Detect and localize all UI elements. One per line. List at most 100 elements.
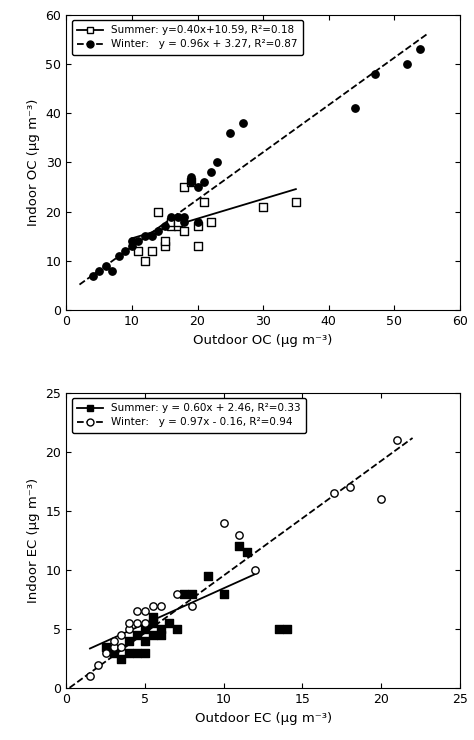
Point	[181, 588, 188, 599]
Point	[181, 211, 188, 223]
Point	[194, 181, 201, 193]
Point	[393, 434, 401, 446]
Point	[149, 617, 157, 629]
Point	[126, 617, 133, 629]
Point	[115, 250, 123, 262]
Point	[133, 647, 141, 659]
Point	[200, 176, 208, 188]
Y-axis label: Indoor OC (μg m⁻³): Indoor OC (μg m⁻³)	[27, 98, 40, 226]
Point	[102, 641, 109, 653]
Point	[346, 482, 354, 494]
Point	[149, 599, 157, 611]
Point	[189, 588, 196, 599]
Point	[141, 617, 149, 629]
Point	[126, 623, 133, 635]
Point	[194, 215, 201, 227]
Point	[126, 647, 133, 659]
Point	[89, 270, 96, 282]
Point	[110, 635, 118, 647]
Point	[95, 265, 103, 277]
Point	[167, 221, 175, 232]
Point	[417, 44, 424, 56]
Point	[207, 166, 214, 178]
Point	[283, 623, 291, 635]
Point	[220, 517, 228, 528]
Point	[133, 629, 141, 641]
Point	[141, 230, 149, 242]
Legend: Summer: y=0.40x+10.59, R²=0.18, Winter:   y = 0.96x + 3.27, R²=0.87: Summer: y=0.40x+10.59, R²=0.18, Winter: …	[72, 20, 303, 55]
Point	[403, 58, 411, 70]
Point	[135, 235, 142, 247]
X-axis label: Outdoor EC (μg m⁻³): Outdoor EC (μg m⁻³)	[194, 712, 332, 724]
Point	[187, 176, 195, 188]
Point	[181, 226, 188, 238]
Point	[187, 172, 195, 184]
Point	[239, 117, 247, 129]
Point	[207, 215, 214, 227]
Point	[189, 599, 196, 611]
Point	[128, 235, 136, 247]
Point	[194, 240, 201, 252]
Point	[94, 659, 101, 670]
Point	[118, 653, 125, 665]
Point	[213, 157, 221, 169]
Point	[118, 629, 125, 641]
Point	[244, 546, 251, 558]
Point	[110, 647, 118, 659]
Point	[102, 260, 109, 272]
Point	[110, 641, 118, 653]
Point	[181, 215, 188, 227]
Legend: Summer: y = 0.60x + 2.46, R²=0.33, Winter:   y = 0.97x - 0.16, R²=0.94: Summer: y = 0.60x + 2.46, R²=0.33, Winte…	[72, 398, 306, 433]
Point	[236, 528, 243, 540]
Point	[165, 617, 173, 629]
X-axis label: Outdoor OC (μg m⁻³): Outdoor OC (μg m⁻³)	[193, 334, 333, 346]
Point	[227, 127, 234, 139]
Point	[161, 235, 168, 247]
Point	[330, 488, 337, 500]
Y-axis label: Indoor EC (μg m⁻³): Indoor EC (μg m⁻³)	[27, 478, 40, 603]
Point	[126, 635, 133, 647]
Point	[251, 564, 259, 576]
Point	[118, 641, 125, 653]
Point	[141, 623, 149, 635]
Point	[187, 176, 195, 188]
Point	[109, 265, 116, 277]
Point	[167, 211, 175, 223]
Point	[200, 196, 208, 208]
Point	[133, 605, 141, 617]
Point	[174, 211, 182, 223]
Point	[161, 221, 168, 232]
Point	[121, 245, 129, 257]
Point	[148, 245, 155, 257]
Point	[148, 230, 155, 242]
Point	[141, 605, 149, 617]
Point	[157, 623, 164, 635]
Point	[141, 647, 149, 659]
Point	[174, 221, 182, 232]
Point	[220, 588, 228, 599]
Point	[377, 494, 385, 505]
Point	[371, 68, 378, 80]
Point	[351, 102, 359, 114]
Point	[133, 617, 141, 629]
Point	[157, 599, 164, 611]
Point	[149, 611, 157, 623]
Point	[155, 206, 162, 218]
Point	[135, 245, 142, 257]
Point	[204, 570, 212, 582]
Point	[157, 629, 164, 641]
Point	[292, 196, 300, 208]
Point	[236, 540, 243, 552]
Point	[174, 215, 182, 227]
Point	[259, 201, 267, 212]
Point	[141, 255, 149, 267]
Point	[173, 588, 180, 599]
Point	[275, 623, 283, 635]
Point	[161, 240, 168, 252]
Point	[141, 635, 149, 647]
Point	[194, 221, 201, 232]
Point	[173, 623, 180, 635]
Point	[149, 629, 157, 641]
Point	[167, 215, 175, 227]
Point	[155, 226, 162, 238]
